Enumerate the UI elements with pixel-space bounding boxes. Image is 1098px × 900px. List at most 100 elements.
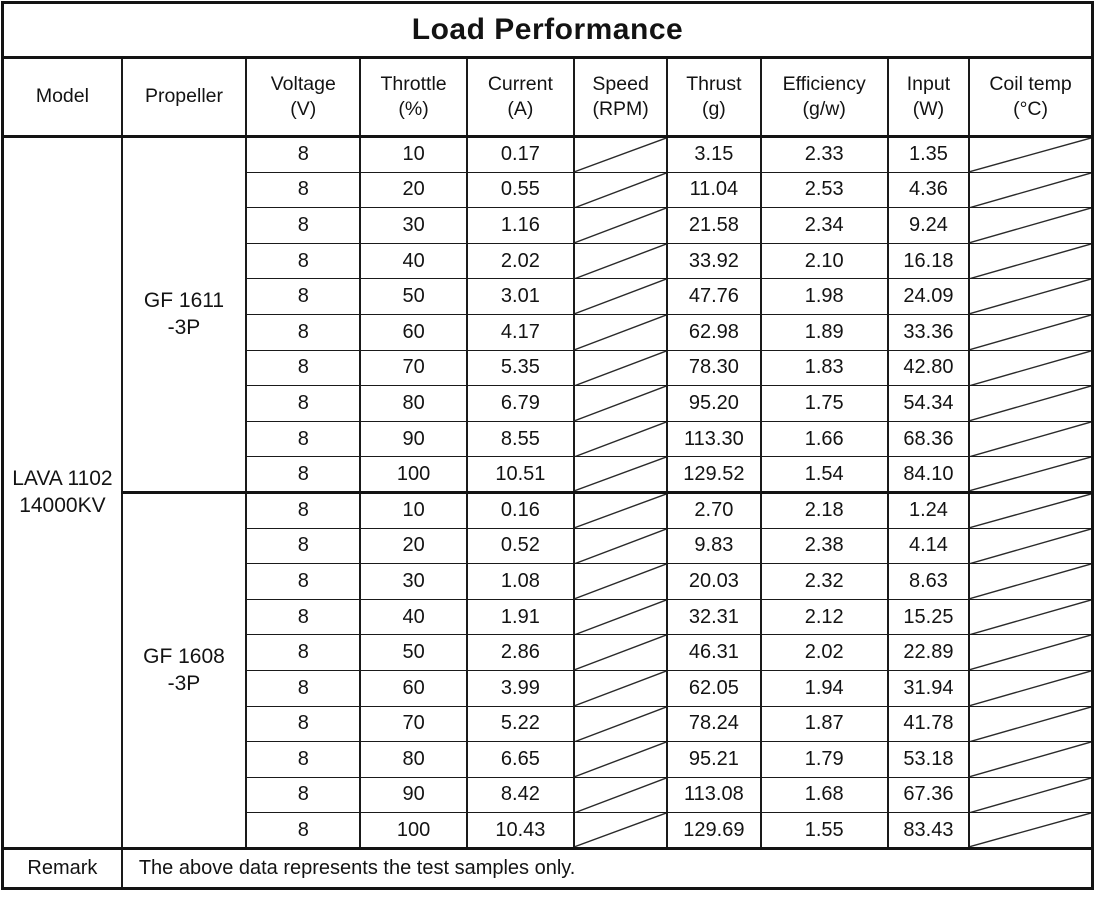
data-row: 8 70 5.22 78.24 1.87 41.78 bbox=[3, 705, 1094, 743]
no-data-slash-icon bbox=[970, 494, 1091, 528]
efficiency-value: 1.83 bbox=[759, 349, 889, 387]
model-cell-line2: 14000KV bbox=[19, 494, 106, 518]
input-value: 33.36 bbox=[886, 313, 971, 351]
title-row: Load Performance bbox=[1, 2, 1094, 59]
throttle-value: 10 bbox=[359, 490, 468, 529]
data-row: 8 90 8.55 113.30 1.66 68.36 bbox=[3, 420, 1094, 458]
coil-temp-no-data-cell bbox=[968, 385, 1094, 422]
input-value: 31.94 bbox=[886, 669, 971, 707]
no-data-slash-icon bbox=[575, 422, 666, 457]
efficiency-value: 2.33 bbox=[759, 136, 889, 173]
thrust-value: 9.83 bbox=[666, 527, 762, 565]
input-value: 42.80 bbox=[886, 349, 971, 387]
data-row: 8 50 2.86 46.31 2.02 22.89 bbox=[3, 634, 1094, 671]
coil-temp-no-data-cell bbox=[968, 634, 1094, 671]
no-data-slash-icon bbox=[970, 351, 1091, 386]
voltage-value: 8 bbox=[245, 136, 362, 173]
current-value: 10.43 bbox=[465, 812, 576, 849]
efficiency-value: 1.75 bbox=[759, 385, 889, 422]
propeller-cell: GF 1611 -3P bbox=[120, 136, 248, 493]
no-data-slash-icon bbox=[575, 173, 666, 208]
input-value: 54.34 bbox=[886, 385, 971, 422]
propeller-cell: GF 1608 -3P bbox=[120, 490, 248, 849]
header-line1: Model bbox=[35, 85, 89, 108]
header-line2: (%) bbox=[398, 98, 429, 120]
header-line2: (W) bbox=[912, 98, 945, 120]
data-row: 8 80 6.65 95.21 1.79 53.18 bbox=[3, 741, 1094, 778]
throttle-value: 20 bbox=[359, 527, 468, 565]
throttle-value: 90 bbox=[359, 776, 468, 814]
coil-temp-no-data-cell bbox=[968, 207, 1094, 244]
propeller-cell-line2: -3P bbox=[167, 316, 201, 340]
no-data-slash-icon bbox=[970, 813, 1091, 847]
coil-temp-no-data-cell bbox=[968, 242, 1094, 280]
data-row: 8 30 1.16 21.58 2.34 9.24 bbox=[3, 207, 1094, 244]
efficiency-value: 1.79 bbox=[759, 741, 889, 778]
no-data-slash-icon bbox=[970, 457, 1091, 491]
thrust-value: 129.69 bbox=[666, 812, 762, 849]
no-data-slash-icon bbox=[575, 742, 666, 777]
thrust-value: 113.08 bbox=[666, 776, 762, 814]
coil-temp-no-data-cell bbox=[968, 420, 1094, 458]
speed-no-data-cell bbox=[572, 278, 669, 315]
coil-temp-no-data-cell bbox=[968, 349, 1094, 387]
input-value: 53.18 bbox=[886, 741, 971, 778]
coil-temp-no-data-cell bbox=[968, 456, 1094, 493]
no-data-slash-icon bbox=[970, 600, 1091, 635]
coil-temp-no-data-cell bbox=[968, 313, 1094, 351]
speed-no-data-cell bbox=[572, 812, 669, 849]
thrust-value: 47.76 bbox=[666, 278, 762, 315]
throttle-value: 40 bbox=[359, 242, 468, 280]
coil-temp-no-data-cell bbox=[968, 171, 1094, 209]
speed-no-data-cell bbox=[572, 527, 669, 565]
coil-temp-no-data-cell bbox=[968, 705, 1094, 743]
data-row: GF 1608 -3P 8 10 0.16 2.70 2.18 1.24 bbox=[3, 490, 1094, 849]
voltage-value: 8 bbox=[245, 705, 362, 743]
data-row: 8 20 0.52 9.83 2.38 4.14 bbox=[3, 527, 1094, 565]
efficiency-value: 1.66 bbox=[759, 420, 889, 458]
speed-no-data-cell bbox=[572, 741, 669, 778]
efficiency-value: 1.54 bbox=[759, 456, 889, 493]
efficiency-value: 2.34 bbox=[759, 207, 889, 244]
input-value: 15.25 bbox=[886, 598, 971, 636]
no-data-slash-icon bbox=[575, 778, 666, 813]
voltage-value: 8 bbox=[245, 207, 362, 244]
no-data-slash-icon bbox=[575, 635, 666, 670]
propeller-cell-line1: GF 1611 bbox=[143, 289, 225, 313]
coil-temp-no-data-cell bbox=[968, 278, 1094, 315]
current-value: 2.86 bbox=[465, 634, 576, 671]
coil-temp-no-data-cell bbox=[968, 527, 1094, 565]
current-value: 6.65 bbox=[465, 741, 576, 778]
coil-temp-no-data-cell bbox=[968, 136, 1094, 173]
throttle-value: 100 bbox=[359, 456, 468, 493]
no-data-slash-icon bbox=[575, 813, 666, 847]
throttle-value: 70 bbox=[359, 349, 468, 387]
throttle-value: 80 bbox=[359, 385, 468, 422]
speed-no-data-cell bbox=[572, 598, 669, 636]
coil-temp-no-data-cell bbox=[968, 776, 1094, 814]
speed-no-data-cell bbox=[572, 776, 669, 814]
model-cell-line1: LAVA 1102 bbox=[12, 467, 113, 491]
efficiency-value: 1.68 bbox=[759, 776, 889, 814]
current-value: 10.51 bbox=[465, 456, 576, 493]
speed-no-data-cell bbox=[572, 385, 669, 422]
input-value: 84.10 bbox=[886, 456, 971, 493]
input-value: 16.18 bbox=[886, 242, 971, 280]
throttle-value: 60 bbox=[359, 313, 468, 351]
efficiency-value: 2.12 bbox=[759, 598, 889, 636]
thrust-value: 78.24 bbox=[666, 705, 762, 743]
speed-no-data-cell bbox=[572, 313, 669, 351]
input-value: 1.35 bbox=[886, 136, 971, 173]
data-row: 8 100 10.51 129.52 1.54 84.10 bbox=[3, 456, 1094, 493]
header-line1: Current bbox=[487, 72, 553, 95]
thrust-value: 62.98 bbox=[666, 313, 762, 351]
current-value: 8.42 bbox=[465, 776, 576, 814]
no-data-slash-icon bbox=[575, 671, 666, 706]
current-value: 0.52 bbox=[465, 527, 576, 565]
header-line1: Propeller bbox=[144, 85, 223, 108]
speed-no-data-cell bbox=[572, 634, 669, 671]
coil-temp-no-data-cell bbox=[968, 812, 1094, 849]
header-line1: Coil temp bbox=[989, 72, 1072, 95]
thrust-value: 33.92 bbox=[666, 242, 762, 280]
